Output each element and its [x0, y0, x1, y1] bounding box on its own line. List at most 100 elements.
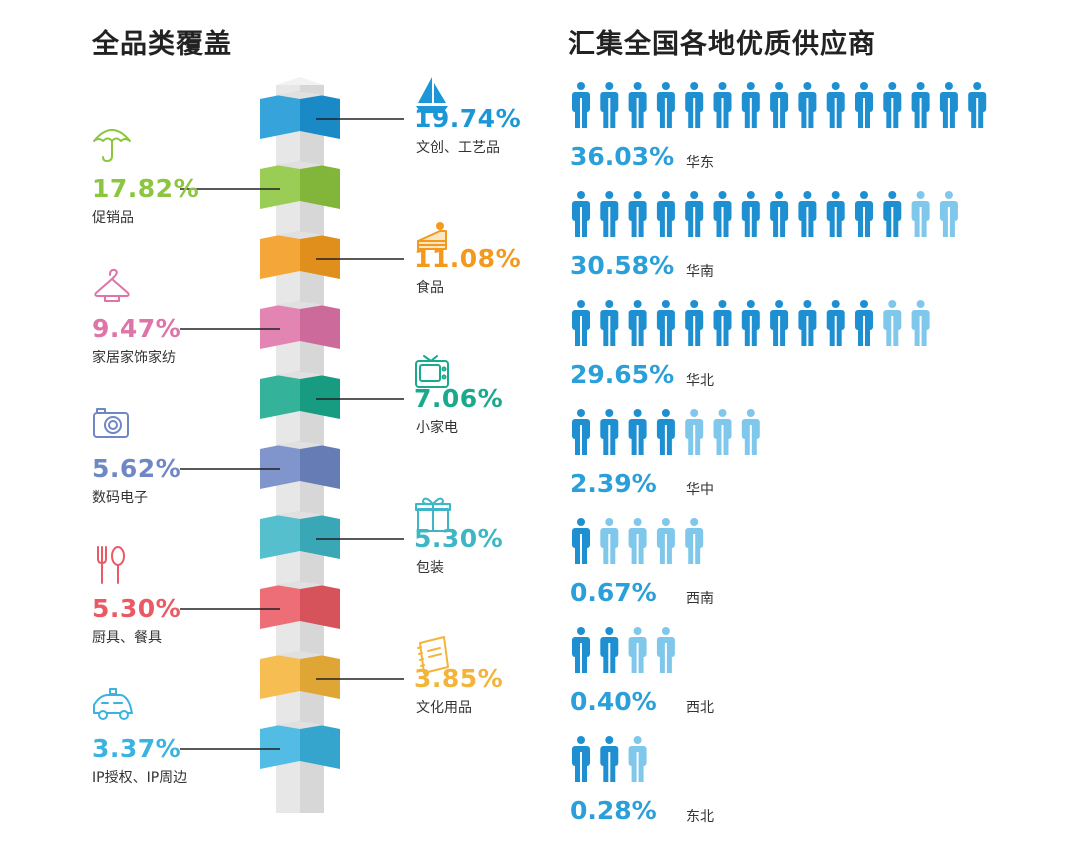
- notebook-icon: [417, 636, 449, 674]
- person-icon: [855, 300, 873, 346]
- category-value: 3.85%: [414, 664, 504, 693]
- cube-face-left: [260, 231, 300, 279]
- person-icon: [572, 627, 590, 673]
- person-icon: [883, 300, 902, 346]
- person-icon: [600, 736, 619, 782]
- person-icon: [911, 300, 930, 346]
- category-value: 19.74%: [414, 104, 522, 133]
- region-value: 2.39%: [570, 469, 657, 498]
- person-icon: [628, 82, 647, 128]
- cube-top: [276, 721, 324, 729]
- person-icon: [770, 191, 789, 237]
- person-icon: [685, 300, 704, 346]
- category-label: 文化用品: [416, 700, 472, 716]
- person-icon: [656, 300, 675, 346]
- sailboat-icon: [416, 77, 448, 113]
- cube-face-left: [260, 511, 300, 559]
- person-icon: [628, 518, 647, 564]
- person-icon: [572, 518, 590, 564]
- region-label: 西北: [686, 700, 714, 716]
- person-icon: [656, 627, 675, 673]
- person-icon: [628, 300, 647, 346]
- person-icon: [600, 82, 619, 128]
- person-icon: [770, 300, 789, 346]
- category-value: 17.82%: [92, 174, 200, 203]
- cube-face-left: [260, 651, 300, 699]
- hanger-icon: [94, 268, 130, 302]
- region-value: 36.03%: [570, 142, 675, 171]
- person-icon: [911, 191, 930, 237]
- person-icon: [656, 518, 675, 564]
- left-title: 全品类覆盖: [92, 29, 232, 60]
- person-icon: [600, 627, 619, 673]
- person-icon: [685, 518, 704, 564]
- category-label: 家居家饰家纺: [92, 350, 176, 366]
- cube-top: [276, 91, 324, 99]
- category-value: 7.06%: [414, 384, 504, 413]
- person-icon: [600, 191, 619, 237]
- person-icon: [656, 82, 675, 128]
- person-icon: [770, 82, 789, 128]
- person-icon: [713, 300, 732, 346]
- cube-face-left: [260, 581, 300, 629]
- region-value: 29.65%: [570, 360, 675, 389]
- category-label: 数码电子: [92, 490, 148, 506]
- person-icon: [911, 82, 930, 128]
- person-icon: [713, 82, 732, 128]
- cube-top: [276, 371, 324, 379]
- person-icon: [826, 191, 845, 237]
- category-value: 5.62%: [92, 454, 182, 483]
- cube-face-right: [300, 371, 340, 419]
- cube-top: [276, 581, 324, 589]
- person-icon: [572, 191, 590, 237]
- person-icon: [741, 409, 760, 455]
- person-icon: [628, 736, 647, 782]
- category-label: 文创、工艺品: [416, 140, 500, 156]
- person-icon: [628, 409, 647, 455]
- cube-face-right: [300, 721, 340, 769]
- gift-icon: [415, 497, 451, 532]
- category-value: 5.30%: [92, 594, 182, 623]
- person-icon: [713, 191, 732, 237]
- region-label: 华东: [686, 155, 714, 171]
- person-icon: [656, 191, 675, 237]
- person-icon: [798, 191, 817, 237]
- category-label: IP授权、IP周边: [92, 770, 188, 786]
- region-label: 华北: [686, 373, 714, 389]
- person-icon: [826, 82, 845, 128]
- category-label: 小家电: [416, 420, 458, 436]
- person-icon: [855, 82, 873, 128]
- car-icon: [93, 688, 133, 720]
- region-value: 0.28%: [570, 796, 657, 825]
- cube-top: [276, 651, 324, 659]
- cube-top: [276, 301, 324, 309]
- region-value: 0.40%: [570, 687, 657, 716]
- cube-top: [276, 231, 324, 239]
- person-icon: [600, 409, 619, 455]
- person-icon: [685, 409, 704, 455]
- utensils-icon: [97, 546, 125, 584]
- person-icon: [628, 627, 647, 673]
- person-icon: [826, 300, 845, 346]
- person-icon: [939, 191, 958, 237]
- cube-face-left: [260, 721, 300, 769]
- person-icon: [968, 82, 987, 128]
- cube-face-right: [300, 511, 340, 559]
- cube-face-left: [260, 161, 300, 209]
- person-icon: [685, 191, 704, 237]
- cube-face-left: [260, 371, 300, 419]
- region-label: 华中: [686, 482, 714, 498]
- cube-face-right: [300, 161, 340, 209]
- region-label: 华南: [686, 264, 714, 280]
- person-icon: [798, 82, 817, 128]
- person-icon: [741, 300, 760, 346]
- person-icon: [572, 300, 590, 346]
- tv-icon: [415, 355, 449, 388]
- cube-top: [276, 441, 324, 449]
- person-icon: [656, 409, 675, 455]
- category-label: 食品: [416, 280, 444, 296]
- person-icon: [741, 82, 760, 128]
- region-value: 30.58%: [570, 251, 675, 280]
- region-label: 西南: [686, 591, 714, 607]
- cube-face-right: [300, 441, 340, 489]
